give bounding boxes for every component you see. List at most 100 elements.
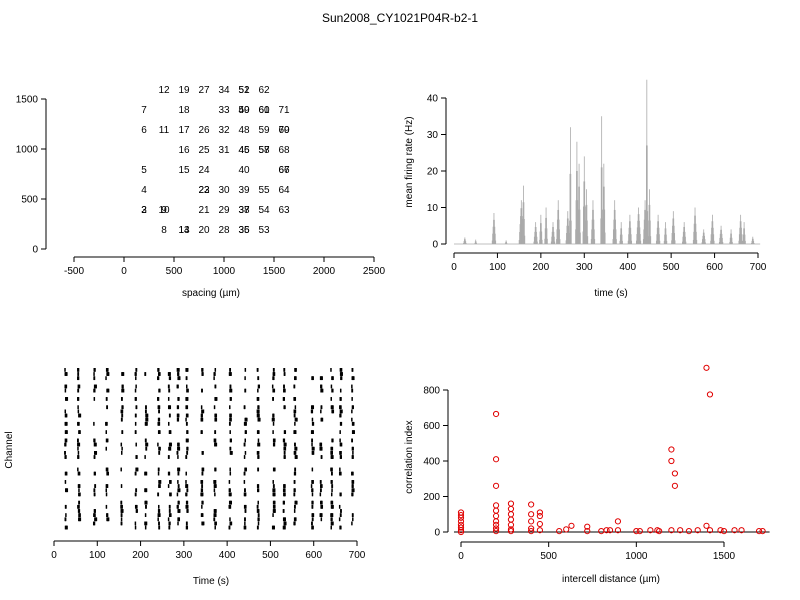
raster-spike xyxy=(121,451,123,455)
raster-spike xyxy=(284,438,286,443)
raster-spike xyxy=(215,417,218,422)
raster-spike xyxy=(339,504,341,509)
raster-spike xyxy=(169,388,171,393)
raster-spike xyxy=(216,442,218,447)
raster-spike xyxy=(159,513,161,517)
raster-spike xyxy=(340,509,342,513)
raster-spike xyxy=(244,455,246,459)
raster-spike xyxy=(187,500,189,505)
raster-spike xyxy=(178,397,180,401)
raster-spike xyxy=(353,480,355,484)
raster-spike xyxy=(107,513,109,517)
raster-spike xyxy=(332,405,334,410)
raster-spike xyxy=(137,467,139,472)
layout-y-tick-label: 0 xyxy=(32,245,38,256)
raster-spike xyxy=(341,368,343,372)
corr-y-tick-label: 400 xyxy=(423,457,440,468)
raster-spike xyxy=(94,368,96,372)
raster-spike xyxy=(353,376,355,381)
raster-spike xyxy=(258,509,260,513)
raster-spike xyxy=(135,421,137,426)
raster-spike xyxy=(257,504,259,509)
raster-spike xyxy=(274,372,276,376)
raster-spike xyxy=(64,451,66,455)
raster-spike xyxy=(273,388,276,393)
raster-spike xyxy=(258,517,260,522)
correlation-point xyxy=(507,521,515,529)
raster-x-tick-label: 300 xyxy=(176,550,193,561)
channel-label: 18 xyxy=(178,105,190,116)
raster-spike xyxy=(311,442,313,447)
raster-x-tick-label: 600 xyxy=(305,550,322,561)
raster-spike xyxy=(330,525,332,530)
raster-spike xyxy=(169,525,171,530)
raster-spike xyxy=(294,521,296,526)
raster-spike xyxy=(331,480,333,484)
raster-spike xyxy=(294,467,297,472)
raster-spike xyxy=(201,413,203,418)
correlation-point xyxy=(703,522,710,529)
raster-spike xyxy=(216,397,218,401)
raster-spike xyxy=(202,451,204,455)
raster-spike xyxy=(201,430,203,434)
raster-spike xyxy=(352,471,354,476)
raster-spike xyxy=(340,455,342,459)
raster-spike xyxy=(145,409,147,414)
raster-spike xyxy=(179,509,181,513)
raster-spike xyxy=(168,517,170,522)
raster-spike xyxy=(331,467,333,472)
raster-spike xyxy=(257,388,259,393)
raster-spike xyxy=(258,376,260,381)
raster-x-tick-label: 500 xyxy=(262,550,279,561)
raster-spike xyxy=(330,368,332,372)
correlation-point xyxy=(528,525,535,532)
layout-x-tick-label: 2000 xyxy=(313,266,336,277)
raster-plot: 0 100 200 300 400 500 600 700 Time (s) Channel xyxy=(4,368,366,587)
raster-spike xyxy=(107,467,109,472)
raster-spike xyxy=(331,484,334,488)
raster-spike xyxy=(214,517,216,522)
correlation-point xyxy=(731,527,738,534)
layout-y-tick-label: 1000 xyxy=(16,145,39,156)
raster-spike xyxy=(352,517,354,522)
raster-spike xyxy=(245,451,247,455)
raster-spike xyxy=(79,513,81,517)
channel-label: 31 xyxy=(218,145,230,156)
raster-spike xyxy=(135,488,138,493)
raster-spike xyxy=(351,417,353,422)
raster-spike xyxy=(203,409,205,414)
channel-label: 35 xyxy=(238,225,250,236)
channel-label: 8 xyxy=(161,225,167,236)
raster-spike xyxy=(312,517,314,522)
raster-spike xyxy=(351,384,353,389)
raster-spike xyxy=(158,467,160,472)
channel-label: 46 xyxy=(238,145,250,156)
raster-spike xyxy=(312,417,314,422)
raster-spike xyxy=(135,372,137,376)
raster-spike xyxy=(257,500,259,505)
raster-spike xyxy=(121,504,123,509)
raster-spike xyxy=(158,521,160,526)
raster-spike xyxy=(312,504,314,509)
correlation-point xyxy=(694,527,701,534)
correlation-point xyxy=(528,511,535,518)
raster-spike xyxy=(202,500,204,505)
raster-spike xyxy=(273,525,275,530)
raster-spike xyxy=(95,384,97,389)
raster-spike xyxy=(332,376,334,381)
raster-spike xyxy=(340,405,342,410)
raster-spike xyxy=(202,368,204,372)
raster-spike xyxy=(215,413,218,418)
raster-spike xyxy=(214,525,216,530)
corr-x-tick-label: 0 xyxy=(458,551,464,562)
raster-spike xyxy=(245,509,247,513)
channel-label: 15 xyxy=(178,165,190,176)
channel-label: 40 xyxy=(238,165,250,176)
raster-spike xyxy=(94,388,96,393)
channel-label: 55 xyxy=(258,185,270,196)
rate-y-tick-label: 40 xyxy=(427,94,439,105)
raster-axes: 0 100 200 300 400 500 600 700 xyxy=(51,540,366,561)
raster-spike xyxy=(178,471,180,476)
raster-spike xyxy=(321,455,323,459)
raster-spike xyxy=(229,368,232,372)
